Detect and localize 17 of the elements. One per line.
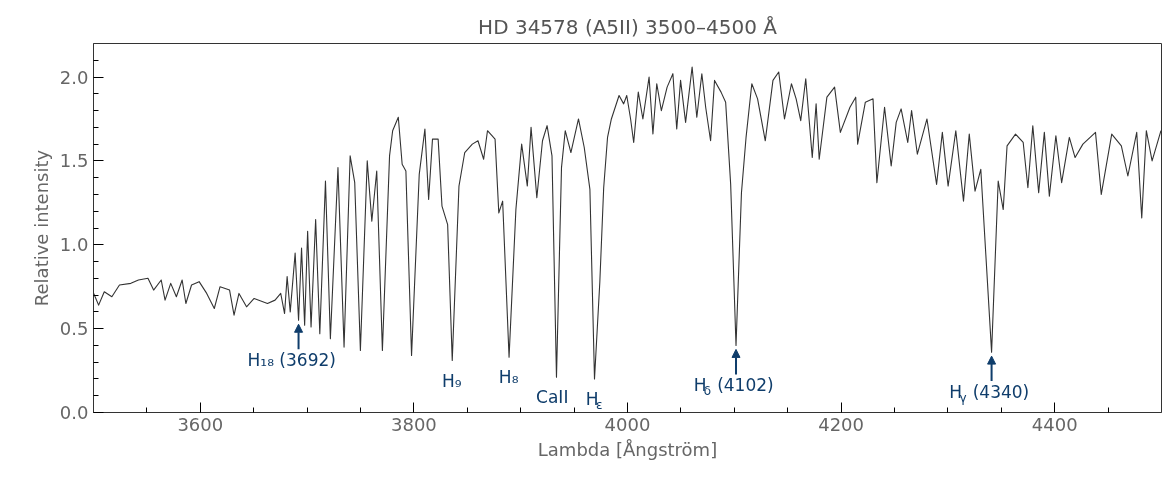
- y-tick-label: 0.0: [59, 402, 89, 423]
- y-tick-label: 2.0: [59, 66, 89, 88]
- x-tick-label: 3600: [177, 413, 224, 435]
- annotation: H₁₈ (3692): [247, 350, 336, 371]
- chart-title: HD 34578 (A5II) 3500–4500 Å: [478, 14, 778, 39]
- y-axis-title: Relative intensity: [30, 149, 52, 307]
- y-tick-label: 1.0: [59, 234, 89, 256]
- y-tick-label: 1.5: [59, 150, 89, 172]
- annotation: H₈: [498, 367, 519, 388]
- y-tick-label: 0.5: [59, 318, 89, 340]
- x-tick-label: 4200: [818, 413, 865, 435]
- x-tick-label: 4400: [1031, 413, 1078, 435]
- annotation: CaII: [536, 387, 569, 408]
- x-tick-label: 3800: [391, 413, 437, 435]
- x-axis-title: Lambda [Ångström]: [537, 438, 718, 460]
- annotation: H₉: [442, 370, 462, 391]
- x-tick-label: 4000: [604, 413, 651, 435]
